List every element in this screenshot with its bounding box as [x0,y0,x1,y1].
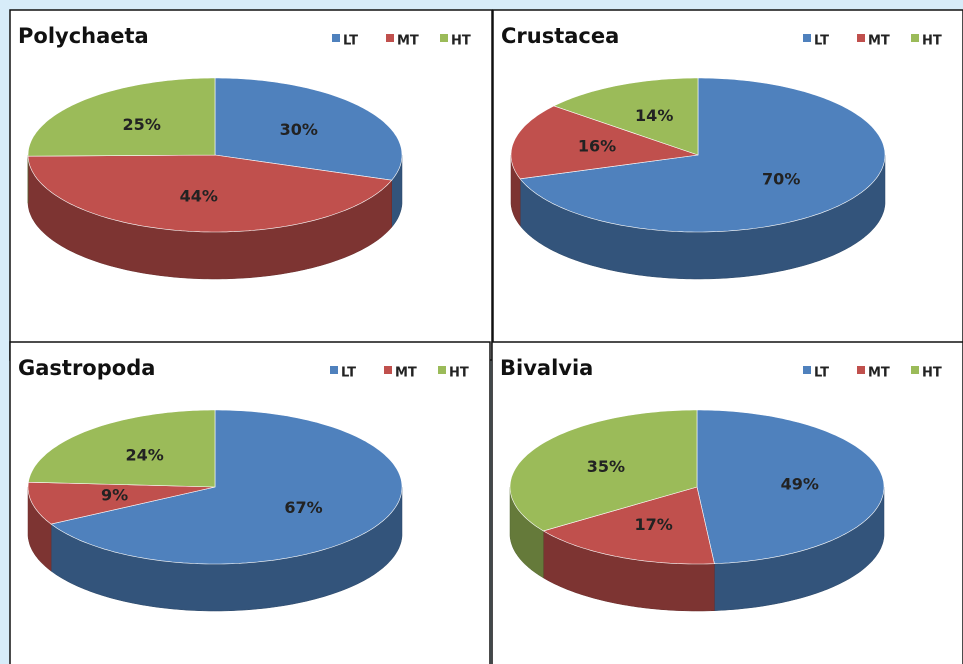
data-label: 30% [280,120,318,139]
slice [696,409,885,565]
slice [542,486,715,565]
legend-swatch [438,366,446,374]
slice [214,77,403,181]
data-label: 14% [635,106,673,125]
legend-label: LT [814,366,829,381]
legend-label: LT [343,34,358,49]
data-label: 9% [101,486,128,505]
legend-swatch [332,34,340,42]
data-label: 49% [781,475,819,494]
legend-swatch [911,366,919,374]
data-label: 25% [123,115,161,134]
data-label: 70% [762,169,800,188]
legend-swatch [440,34,448,42]
legend-swatch [384,366,392,374]
legend-swatch [803,34,811,42]
slice [27,154,393,233]
slice [519,77,886,233]
legend-label: HT [449,366,469,381]
legend-label: HT [922,34,942,49]
legend-swatch [386,34,394,42]
slice [28,409,216,488]
data-label: 44% [180,186,218,205]
data-label: 16% [578,137,616,156]
legend-label: MT [868,366,890,381]
data-label: 35% [587,457,625,476]
slice [510,105,699,180]
slice [27,481,216,525]
legend-label: HT [922,366,942,381]
chart-title: Bivalvia [500,356,593,380]
data-label: 17% [634,515,672,534]
legend-label: LT [814,34,829,49]
legend-label: MT [868,34,890,49]
legend-label: MT [395,366,417,381]
chart-title: Polychaeta [18,24,149,48]
legend-swatch [803,366,811,374]
legend-swatch [911,34,919,42]
legend-label: HT [451,34,471,49]
legend-label: LT [341,366,356,381]
slice [509,409,698,532]
legend-swatch [857,34,865,42]
data-label: 67% [284,498,322,517]
legend-swatch [330,366,338,374]
slice [27,77,216,157]
chart-title: Gastropoda [18,356,155,380]
legend-label: MT [397,34,419,49]
slice [553,77,699,156]
legend-swatch [857,366,865,374]
chart-title: Crustacea [501,24,619,48]
slice [50,409,403,565]
data-label: 24% [125,446,163,465]
